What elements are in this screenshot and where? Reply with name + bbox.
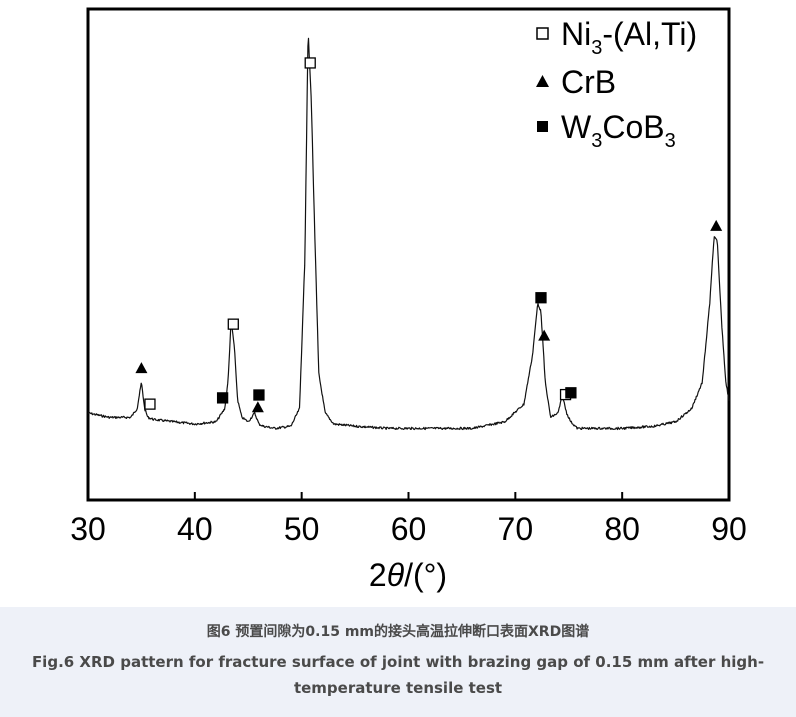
legend-marker-filled-triangle [536,75,549,87]
peak-marker-filled-triangle-8 [538,329,551,341]
peak-marker-filled-square-2 [216,392,229,404]
x-axis-ticks [87,492,730,500]
legend-marker-open-square [536,27,549,40]
peak-marker-filled-triangle-4 [251,401,264,413]
caption-english: Fig.6 XRD pattern for fracture surface o… [31,653,765,697]
peak-marker-filled-triangle-0 [135,362,148,374]
x-tick-label-70: 70 [498,511,534,547]
peak-markers [135,57,723,413]
peak-marker-filled-triangle-11 [710,219,723,231]
x-tick-label-30: 30 [70,511,106,547]
peak-marker-filled-square-10 [565,387,577,399]
legend: Ni3-(Al,Ti) CrB W3CoB3 [536,16,697,152]
peak-marker-open-square-3 [227,318,239,330]
caption-chinese: 图6 预置间隙为0.15 mm的接头高温拉伸断口表面XRD图谱 [206,624,590,640]
peak-marker-filled-square-5 [253,389,265,401]
legend-label-ni3-al-ti: Ni3-(Al,Ti) [561,16,697,59]
x-tick-label-50: 50 [284,511,320,547]
plot-frame [86,7,731,502]
legend-label-crb: CrB [561,64,616,100]
x-tick-label-60: 60 [391,511,427,547]
x-tick-label-80: 80 [604,511,640,547]
xrd-chart-svg: 30 40 50 60 70 80 90 Ni3-(Al,Ti) CrB W3CoB3 2θ… [70,7,747,593]
legend-marker-filled-square [537,121,548,132]
legend-label-w3cob3: W3CoB3 [561,109,676,152]
peak-marker-open-square-1 [144,398,156,410]
xrd-chart: 30 40 50 60 70 80 90 Ni3-(Al,Ti) CrB W3CoB3 2θ… [70,7,747,593]
x-axis-label: 2θ/(°) [369,557,447,593]
x-tick-label-90: 90 [711,511,747,547]
figure-caption: 图6 预置间隙为0.15 mm的接头高温拉伸断口表面XRD图谱 Fig.6 XR… [0,607,796,717]
xrd-pattern-line [87,37,730,431]
peak-marker-open-square-6 [304,57,316,69]
x-tick-label-40: 40 [177,511,213,547]
x-axis-tick-labels: 30 40 50 60 70 80 90 [70,511,747,547]
peak-marker-filled-square-7 [535,292,547,304]
